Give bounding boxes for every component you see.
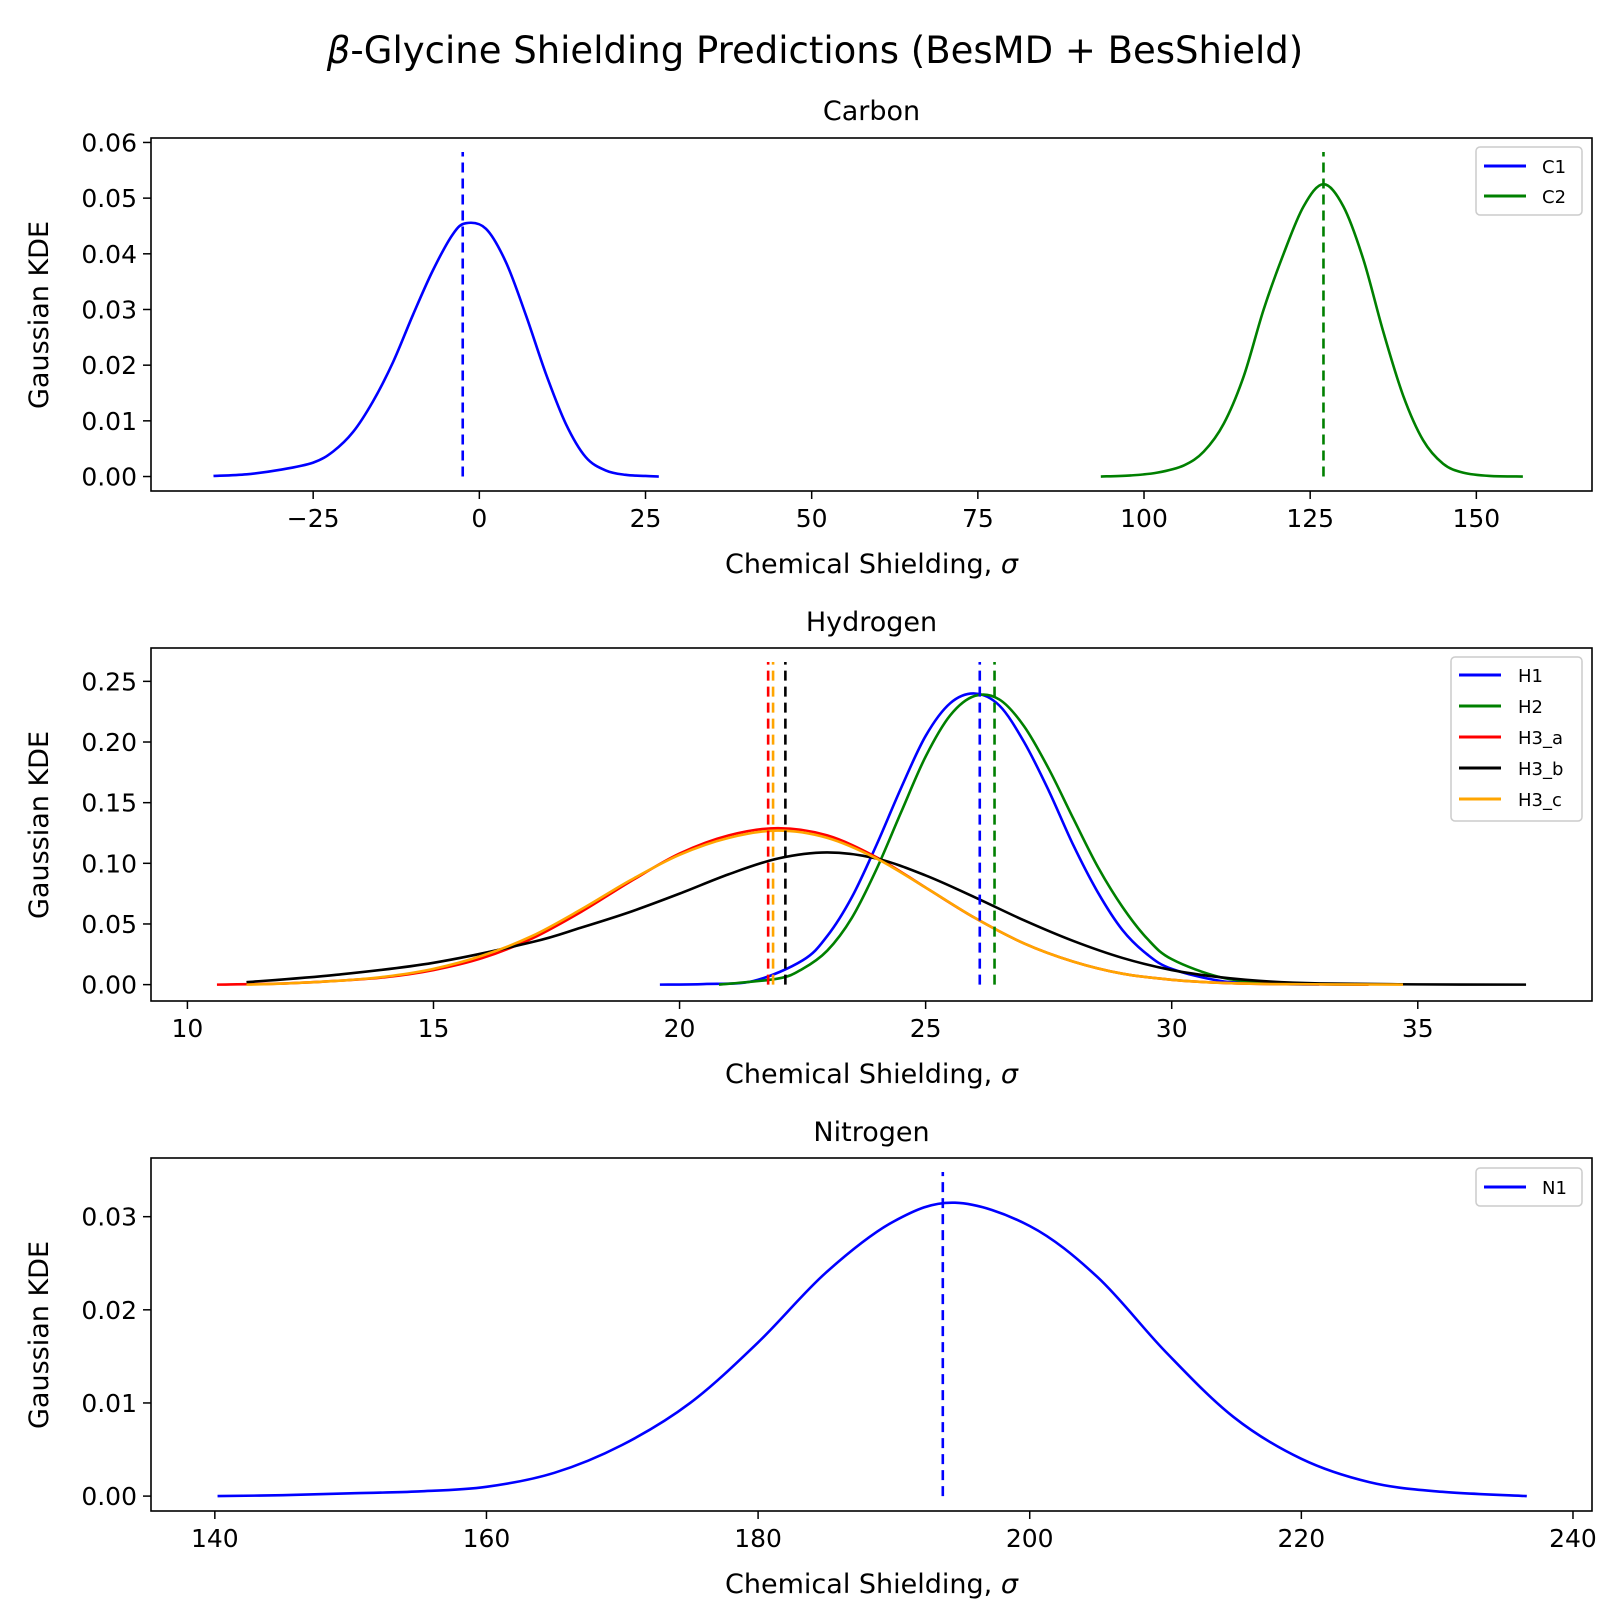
y-tick-label: 0.02	[81, 351, 137, 380]
series-line-n1	[217, 1201, 1527, 1498]
plot-area	[216, 662, 1527, 986]
panel-hydrogen: Hydrogen Chemical Shielding, σ Gaussian …	[24, 607, 1593, 1090]
y-tick-label: 0.06	[81, 128, 137, 157]
plot-area	[213, 152, 1523, 478]
plot-area	[217, 1172, 1527, 1498]
x-tick-label: 10	[172, 1014, 204, 1043]
y-tick-label: 0.05	[81, 184, 137, 213]
x-axis-label-text: Chemical Shielding,	[725, 1059, 1001, 1090]
tick-marks: 140 160 180 200 220 240 0.00 0.01 0.02 0.03	[81, 1203, 1597, 1553]
panel-carbon: Carbon Chemical Shielding, σ Gaussian KD…	[24, 96, 1593, 580]
series-line-c1	[213, 221, 659, 478]
legend-label-h3-c: H3_c	[1518, 790, 1562, 811]
title-text: -Glycine Shielding Predictions (BesMD + …	[350, 29, 1303, 72]
y-axis-label: Gaussian KDE	[24, 731, 55, 919]
y-tick-label: 0.03	[81, 1203, 137, 1232]
x-axis-label-text: Chemical Shielding,	[725, 1569, 1001, 1600]
y-axis-label: Gaussian KDE	[24, 1241, 55, 1429]
x-axis-label-symbol: σ	[1001, 1569, 1019, 1600]
x-tick-label: −25	[287, 504, 340, 533]
x-tick-label: 180	[734, 1524, 782, 1553]
x-tick-label: 140	[191, 1524, 239, 1553]
series-line-c2	[1100, 182, 1523, 478]
y-tick-label: 0.00	[81, 463, 137, 492]
y-tick-label: 0.04	[81, 240, 137, 269]
y-tick-label: 0.02	[81, 1296, 137, 1325]
x-tick-label: 100	[1120, 504, 1168, 533]
y-tick-label: 0.20	[81, 728, 137, 757]
legend-box	[1475, 1167, 1583, 1207]
x-tick-label: 35	[1402, 1014, 1434, 1043]
y-tick-label: 0.05	[81, 910, 137, 939]
legend-label-h2: H2	[1518, 697, 1543, 718]
x-tick-label: 30	[1156, 1014, 1188, 1043]
legend-label-h1: H1	[1518, 666, 1543, 687]
y-tick-label: 0.10	[81, 849, 137, 878]
axes-frame	[150, 137, 1593, 492]
x-tick-label: 20	[664, 1014, 696, 1043]
tick-marks: 10 15 20 25 30 35 0.00 0.05 0.10 0.15 0.20 0.25	[81, 667, 1433, 1043]
x-tick-label: 15	[418, 1014, 450, 1043]
x-tick-label: 75	[962, 504, 994, 533]
legend-box	[1450, 656, 1583, 822]
legend: C1 C2	[1475, 146, 1583, 216]
x-axis-label-symbol: σ	[1001, 1059, 1019, 1090]
series-line-h3-a	[216, 826, 1369, 986]
series-line-h1	[659, 692, 1320, 986]
panel-title: Carbon	[823, 96, 920, 127]
x-tick-label: 200	[1006, 1524, 1054, 1553]
y-tick-label: 0.25	[81, 667, 137, 696]
legend-box	[1475, 146, 1583, 216]
y-tick-label: 0.01	[81, 1389, 137, 1418]
x-tick-label: 220	[1277, 1524, 1325, 1553]
x-tick-label: 150	[1452, 504, 1500, 533]
x-tick-label: 50	[796, 504, 828, 533]
y-tick-label: 0.00	[81, 971, 137, 1000]
y-tick-label: 0.03	[81, 295, 137, 324]
y-axis-label: Gaussian KDE	[24, 221, 55, 409]
y-tick-label: 0.15	[81, 789, 137, 818]
axes-frame	[150, 1157, 1593, 1512]
x-axis-label: Chemical Shielding, σ	[725, 1059, 1019, 1090]
panel-title: Hydrogen	[806, 607, 937, 638]
legend-label-c1: C1	[1542, 157, 1566, 178]
figure-title: β-Glycine Shielding Predictions (BesMD +…	[326, 29, 1303, 72]
x-tick-label: 125	[1286, 504, 1334, 533]
axes-frame	[150, 647, 1593, 1002]
y-tick-label: 0.01	[81, 407, 137, 436]
x-tick-label: 25	[630, 504, 662, 533]
series-line-h2	[718, 693, 1369, 986]
legend: H1 H2 H3_a H3_b H3_c	[1450, 656, 1583, 822]
x-tick-label: 25	[910, 1014, 942, 1043]
legend-label-h3-a: H3_a	[1518, 728, 1563, 749]
x-tick-label: 0	[471, 504, 487, 533]
series-line-h3-b	[246, 851, 1527, 986]
tick-marks: −25 0 25 50 75 100 125 150 0.00 0.01 0.02 0.03 0.04 0…	[81, 128, 1500, 533]
legend-label-h3-b: H3_b	[1518, 759, 1563, 780]
x-axis-label-symbol: σ	[1001, 549, 1019, 580]
legend-label-n1: N1	[1542, 1178, 1567, 1199]
x-axis-label: Chemical Shielding, σ	[725, 549, 1019, 580]
panel-title: Nitrogen	[813, 1117, 929, 1148]
legend-label-c2: C2	[1542, 187, 1566, 208]
legend: N1	[1475, 1167, 1583, 1207]
x-tick-label: 240	[1549, 1524, 1597, 1553]
y-tick-label: 0.00	[81, 1482, 137, 1511]
title-beta-symbol: β	[326, 29, 351, 72]
panel-nitrogen: Nitrogen Chemical Shielding, σ Gaussian …	[24, 1117, 1597, 1600]
x-axis-label-text: Chemical Shielding,	[725, 549, 1001, 580]
x-tick-label: 160	[463, 1524, 511, 1553]
x-axis-label: Chemical Shielding, σ	[725, 1569, 1019, 1600]
